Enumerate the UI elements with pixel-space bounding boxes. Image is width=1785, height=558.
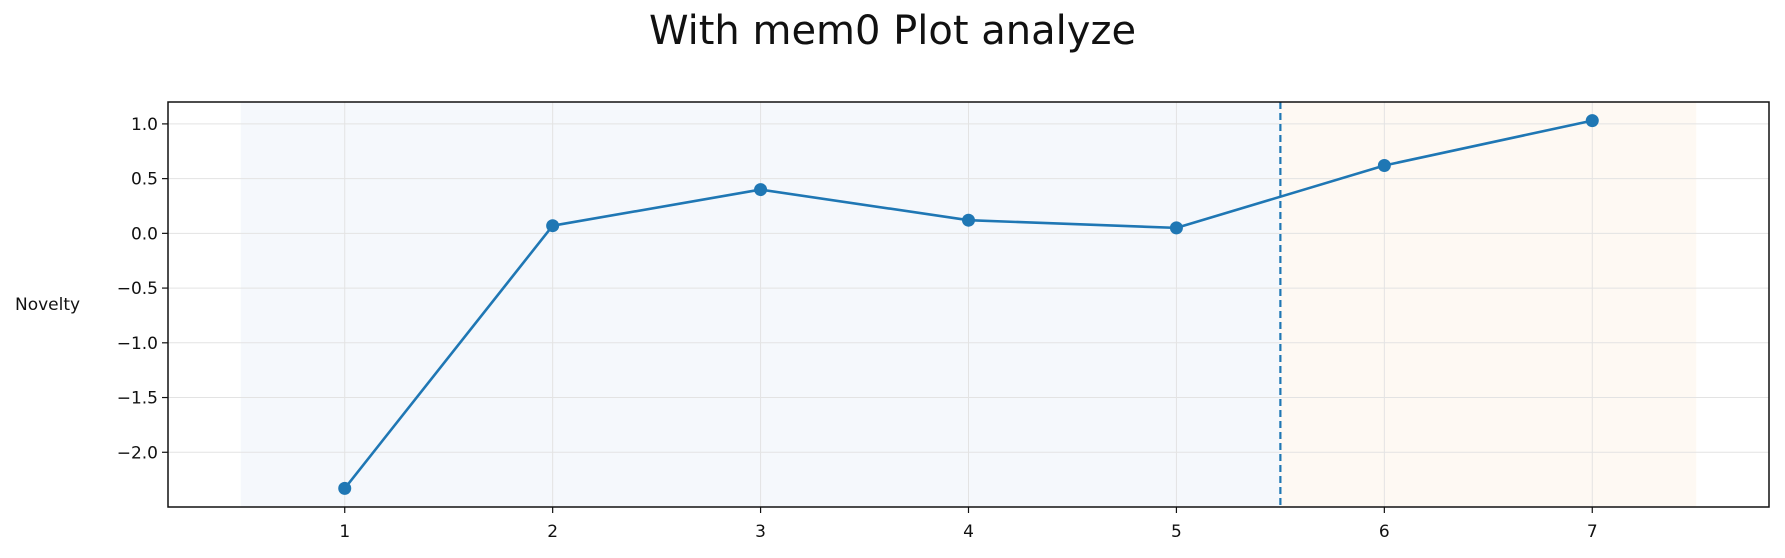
y-tick-label-2: 0.5 xyxy=(131,170,158,190)
x-tick-label-6: 6 xyxy=(1379,522,1390,542)
x-tick-label-1: 1 xyxy=(339,522,350,542)
data-point-3 xyxy=(754,183,768,197)
chart-title: With mem0 Plot analyze xyxy=(648,8,1137,54)
data-point-5 xyxy=(1169,221,1183,235)
y-ticks: 1.0 0.5 0.0 −0.5 −1.0 −1.5 −2.0 xyxy=(117,115,168,463)
data-point-2 xyxy=(546,219,560,233)
shaded-region-2 xyxy=(1280,102,1697,507)
y-tick-label-1: 1.0 xyxy=(131,115,158,135)
x-tick-label-2: 2 xyxy=(547,522,558,542)
y-tick-label-3: 0.0 xyxy=(131,224,158,244)
x-tick-label-7: 7 xyxy=(1587,522,1598,542)
y-axis-label: Novelty xyxy=(15,295,80,315)
y-tick-label-6: −1.5 xyxy=(117,389,158,409)
y-tick-label-5: −1.0 xyxy=(117,334,158,354)
data-point-4 xyxy=(962,213,975,227)
series-layer xyxy=(338,114,1599,495)
y-tick-label-4: −0.5 xyxy=(117,279,158,299)
x-tick-label-5: 5 xyxy=(1171,522,1182,542)
data-point-7 xyxy=(1585,114,1599,128)
data-point-1 xyxy=(338,481,352,495)
x-tick-label-4: 4 xyxy=(963,522,974,542)
x-tick-label-3: 3 xyxy=(755,522,766,542)
y-tick-label-7: −2.0 xyxy=(117,443,158,463)
data-point-6 xyxy=(1377,158,1391,172)
x-ticks: 1 2 3 4 5 6 7 xyxy=(339,507,1598,542)
grid-lines xyxy=(168,102,1769,507)
